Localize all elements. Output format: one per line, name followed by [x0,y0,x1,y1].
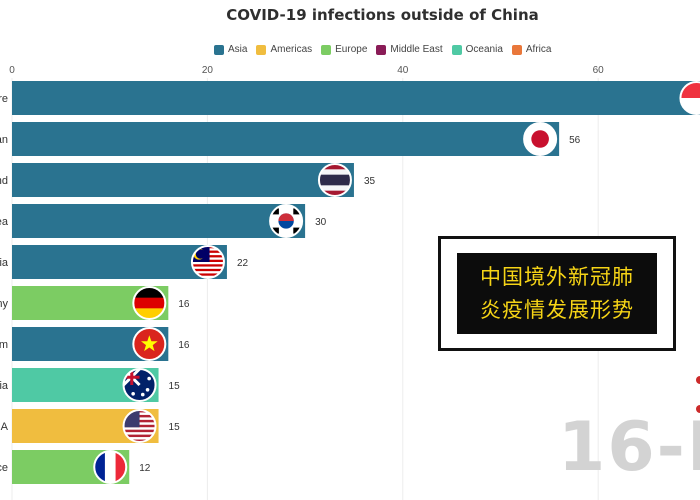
flag-border [93,450,128,484]
category-label: ea [0,216,9,228]
legend-item-asia: Asia [214,44,247,55]
bar [12,204,306,238]
x-tick-label: 0 [9,65,15,76]
x-tick-label: 20 [202,65,214,76]
cropped-mark [696,405,700,413]
x-tick-label: 40 [397,65,409,76]
legend-swatch [376,44,387,55]
germany-flag-icon [133,287,166,319]
bar [12,163,354,197]
category-label: A [1,421,9,433]
chart-legend: Asia Americas Europe Middle East Oceania Afri… [214,44,551,55]
value-label: 15 [169,381,181,392]
legend-label: Europe [335,44,368,55]
legend-item-americas: Americas [256,44,312,55]
value-label: 16 [178,340,190,351]
flag-border [132,286,167,320]
legend-swatch [256,44,267,55]
value-label: 16 [178,299,190,310]
flag-border [523,122,558,156]
legend-item-oceania: Oceania [451,44,503,55]
x-tick-label: 60 [593,65,605,76]
category-label: ia [0,380,9,392]
cropped-mark [696,376,700,384]
singapore-flag-icon [680,82,700,114]
value-label: 56 [569,135,581,146]
value-label: 35 [364,176,376,187]
chart-title: COVID-19 infections outside of China [226,6,539,24]
flag-border [190,245,225,279]
france-flag-icon [94,451,127,483]
bar [12,122,560,156]
usa-flag-icon [123,410,156,442]
legend-label: Oceania [465,44,503,55]
caption-line-2: 炎疫情发展形势 [480,297,634,322]
category-label: ce [0,462,8,474]
caption-box: 中国境外新冠肺 炎疫情发展形势 [438,236,676,351]
category-label: an [0,134,8,146]
category-label: re [0,93,8,105]
caption-panel: 中国境外新冠肺 炎疫情发展形势 [457,253,657,334]
value-label: 15 [169,422,181,433]
legend-label: Africa [525,44,552,55]
flag-border [122,368,157,402]
category-label: ny [0,298,8,310]
flag-border [132,327,167,361]
thailand-flag-icon [318,164,351,196]
legend-swatch [451,44,462,55]
legend-swatch [321,44,332,55]
flag-border [269,204,304,238]
flag-border [122,409,157,443]
legend-item-europe: Europe [321,44,367,55]
value-label: 12 [139,463,151,474]
category-label: ia [0,257,9,269]
caption-line-1: 中国境外新冠肺 [480,264,634,289]
value-label: 22 [237,258,249,269]
flag-border [679,81,700,115]
legend-label: Middle East [390,44,443,55]
category-label: am [0,339,8,351]
category-label: nd [0,175,8,187]
bar [12,81,700,115]
legend-item-middle-east: Middle East [376,44,443,55]
flag-border [317,163,352,197]
legend-label: Asia [228,44,248,55]
date-label: 16-F [558,408,700,487]
legend-item-africa: Africa [511,44,552,55]
value-label: 30 [315,217,327,228]
legend-swatch [214,44,224,55]
legend-label: Americas [270,44,313,55]
legend-swatch [511,44,522,55]
